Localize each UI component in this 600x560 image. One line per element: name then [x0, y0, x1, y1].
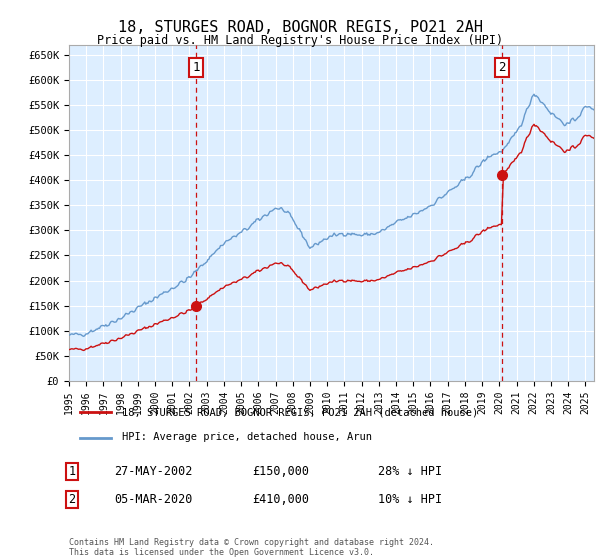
Text: 2: 2	[499, 61, 506, 74]
Text: 1: 1	[68, 465, 76, 478]
Text: 27-MAY-2002: 27-MAY-2002	[114, 465, 193, 478]
Text: 18, STURGES ROAD, BOGNOR REGIS, PO21 2AH (detached house): 18, STURGES ROAD, BOGNOR REGIS, PO21 2AH…	[121, 408, 478, 418]
Text: £410,000: £410,000	[252, 493, 309, 506]
Text: 2: 2	[68, 493, 76, 506]
Text: £150,000: £150,000	[252, 465, 309, 478]
Text: Price paid vs. HM Land Registry's House Price Index (HPI): Price paid vs. HM Land Registry's House …	[97, 34, 503, 46]
Text: Contains HM Land Registry data © Crown copyright and database right 2024.
This d: Contains HM Land Registry data © Crown c…	[69, 538, 434, 557]
Text: 05-MAR-2020: 05-MAR-2020	[114, 493, 193, 506]
Text: 28% ↓ HPI: 28% ↓ HPI	[378, 465, 442, 478]
Text: HPI: Average price, detached house, Arun: HPI: Average price, detached house, Arun	[121, 432, 371, 442]
Text: 10% ↓ HPI: 10% ↓ HPI	[378, 493, 442, 506]
Text: 1: 1	[192, 61, 200, 74]
Text: 18, STURGES ROAD, BOGNOR REGIS, PO21 2AH: 18, STURGES ROAD, BOGNOR REGIS, PO21 2AH	[118, 20, 482, 35]
